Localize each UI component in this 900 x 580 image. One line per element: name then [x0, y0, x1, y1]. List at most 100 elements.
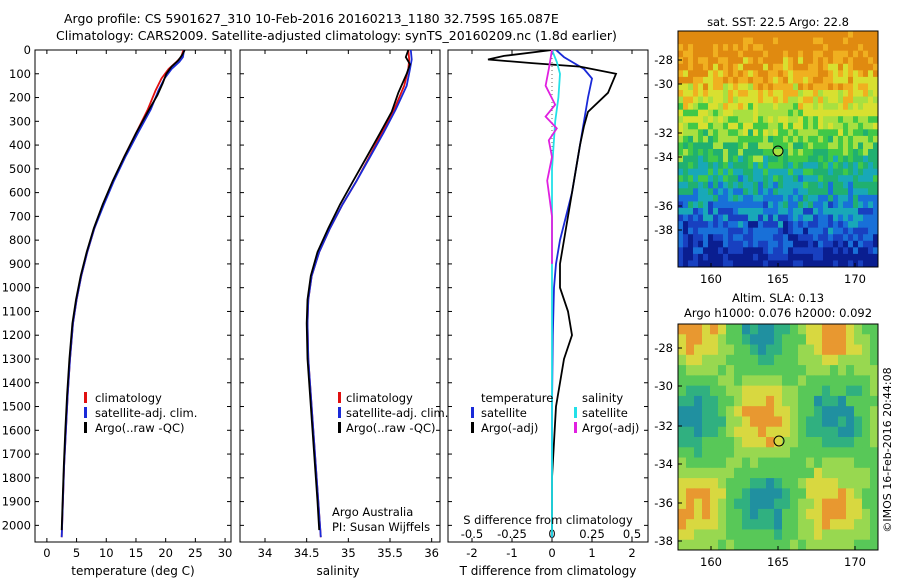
map-cell [873, 135, 879, 143]
map-cell [708, 90, 714, 97]
map-cell [738, 155, 744, 163]
map-cell [828, 234, 834, 242]
map-cell [713, 227, 719, 235]
map-cell [738, 31, 744, 38]
map-cell [838, 334, 847, 345]
map-cell [702, 498, 711, 510]
map-cell [743, 90, 749, 97]
map-cell [843, 122, 849, 130]
map-cell [698, 214, 704, 222]
map-cell [773, 37, 779, 45]
map-cell [838, 129, 844, 137]
map-cell [813, 253, 819, 261]
map-cell [678, 365, 687, 376]
t-difference-xlabel: T difference from climatology [459, 564, 637, 578]
map-cell [734, 488, 743, 500]
map-cell [688, 234, 694, 242]
map-cell [723, 201, 729, 209]
map-cell [710, 334, 719, 345]
depth-tick-label: 900 [9, 257, 31, 271]
map-cell [833, 90, 839, 97]
map-cell [803, 44, 809, 52]
map-cell [833, 109, 839, 117]
map-cell [823, 155, 829, 163]
map-cell [818, 181, 824, 189]
map-cell [743, 227, 749, 235]
map-cell [702, 365, 711, 376]
map-cell [768, 221, 774, 229]
map-cell [788, 142, 794, 150]
map-cell [782, 324, 791, 335]
map-cell [728, 109, 734, 117]
map-cell [726, 385, 735, 397]
map-cell [750, 447, 759, 458]
map-cell [708, 253, 714, 261]
map-cell [743, 142, 749, 150]
map-cell [683, 214, 689, 222]
map-cell [728, 227, 734, 235]
map-cell [766, 508, 775, 520]
map-cell [798, 37, 804, 45]
map-cell [798, 508, 807, 520]
map-cell [838, 76, 844, 84]
map-cell [833, 247, 839, 255]
map-cell [863, 37, 869, 45]
map-cell [768, 31, 774, 38]
map-cell [863, 234, 869, 242]
map-cell [790, 395, 799, 407]
map-cell [733, 76, 739, 84]
salinity-ticks: 34 34.5 35 35.5 36 [258, 50, 439, 560]
map-cell [742, 344, 751, 356]
map-cell [846, 539, 855, 551]
map-cell [782, 488, 791, 500]
map-cell [738, 116, 744, 124]
map-cell [693, 103, 699, 111]
map-cell [830, 426, 839, 438]
map-cell [788, 129, 794, 137]
map-cell [742, 539, 751, 551]
map-cell [818, 103, 824, 111]
map-cell [846, 457, 855, 469]
map-cell [738, 122, 744, 130]
map-cell [858, 31, 864, 38]
map-cell [788, 70, 794, 78]
map-cell [778, 109, 784, 117]
map-cell [828, 57, 834, 65]
map-cell [758, 227, 764, 235]
map-cell [758, 109, 764, 117]
map-cell [774, 508, 783, 520]
map-cell [782, 519, 791, 530]
map-cell [726, 447, 735, 458]
map-cell [773, 253, 779, 261]
depth-ticks: 0100200300400500600700800900100011001200… [2, 43, 231, 532]
map-cell [793, 83, 799, 91]
map-cell [688, 37, 694, 45]
map-cell [694, 467, 703, 479]
map-cell [848, 63, 854, 71]
map-cell [766, 488, 775, 500]
map-cell [843, 31, 849, 38]
map-cell [838, 253, 844, 261]
map-cell [813, 240, 819, 248]
map-cell [758, 201, 764, 209]
map-cell [873, 214, 879, 222]
map-cell [793, 90, 799, 97]
map-cell [838, 240, 844, 248]
map-cell [808, 247, 814, 255]
map-cell [718, 103, 724, 111]
legend-label-climatology: climatology [95, 391, 162, 405]
map-cell [873, 70, 879, 78]
x2-tick-label: -0.25 [497, 527, 527, 541]
map-cell [718, 221, 724, 229]
map-cell [818, 116, 824, 124]
map-cell [773, 70, 779, 78]
map-cell [713, 168, 719, 176]
map-cell [678, 498, 687, 510]
map-cell [774, 334, 783, 345]
map-cell [854, 519, 863, 530]
x2-tick-label: 0.25 [579, 527, 605, 541]
map-cell [713, 83, 719, 91]
map-cell [803, 135, 809, 143]
map-cell [782, 375, 791, 387]
map-cell [806, 488, 815, 500]
